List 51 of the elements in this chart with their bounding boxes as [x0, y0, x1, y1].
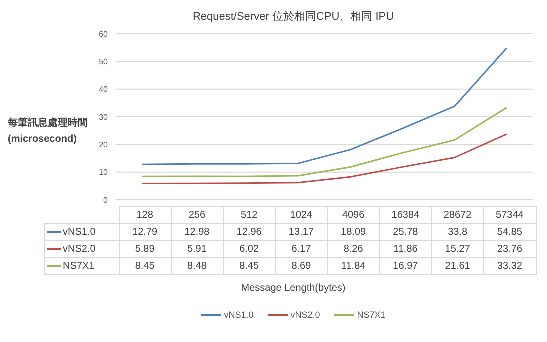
text: Message Length(bytes)	[240, 283, 347, 294]
data-label: 12.96	[223, 224, 276, 240]
data-label: 6.02	[223, 240, 276, 258]
x-tick-label: 1024	[275, 206, 328, 224]
data-label: 8.45	[223, 258, 276, 274]
data-label: 54.85	[484, 224, 536, 240]
y-tick-label: 20	[99, 140, 109, 150]
line-series	[141, 107, 508, 178]
y-tick-label: 50	[99, 58, 109, 67]
chart-title: Request/Server 位於相同CPU、相同 IPU	[192, 10, 396, 25]
x-tick-label: 512	[223, 206, 276, 224]
data-label: 8.48	[171, 258, 224, 274]
line-series	[141, 134, 508, 184]
data-label: 5.91	[171, 240, 224, 258]
data-label: 18.09	[328, 224, 380, 240]
y-tick-label: 0	[104, 196, 109, 205]
text: vNS2.0	[290, 310, 320, 320]
y-axis-title: 每筆訊息處理時間 (microsecond)	[8, 116, 89, 147]
data-label: 8.45	[119, 258, 172, 274]
legend-label: vNS1.0	[44, 224, 119, 240]
x-tick-label: 28672	[432, 206, 484, 224]
x-tick-label: 256	[171, 206, 224, 224]
data-label: 11.86	[380, 240, 432, 258]
data-label: 12.79	[119, 224, 172, 240]
y-tick-label: 30	[99, 112, 109, 122]
data-label: 25.78	[380, 224, 432, 240]
data-label: 21.61	[432, 258, 484, 274]
x-tick-label: 4096	[328, 206, 380, 224]
data-label: 12.98	[171, 224, 224, 240]
y-tick-label: 40	[99, 85, 109, 94]
data-label: 16.97	[380, 258, 432, 274]
data-label: 5.89	[119, 240, 172, 258]
x-tick-label: 128	[119, 206, 172, 224]
data-label: 33.8	[432, 224, 484, 240]
data-label: 15.27	[432, 240, 484, 258]
data-label: 13.17	[275, 224, 328, 240]
data-label: 33.32	[484, 258, 536, 274]
x-tick-label: 57344	[484, 206, 536, 224]
data-label: 8.69	[275, 258, 328, 274]
line-series	[141, 48, 508, 166]
legend-label: vNS2.0	[44, 240, 119, 258]
x-tick-label: 16384	[380, 206, 432, 224]
data-label: 23.76	[484, 240, 536, 258]
y-tick-label: 10	[99, 168, 109, 178]
data-label: 11.84	[328, 258, 380, 274]
data-label: 8.26	[328, 240, 380, 258]
text: vNS1.0	[224, 310, 254, 320]
data-label: 6.17	[275, 240, 328, 258]
legend-label: NS7X1	[44, 258, 119, 274]
y-tick-label: 60	[99, 30, 109, 39]
text: NS7X1	[357, 310, 386, 320]
